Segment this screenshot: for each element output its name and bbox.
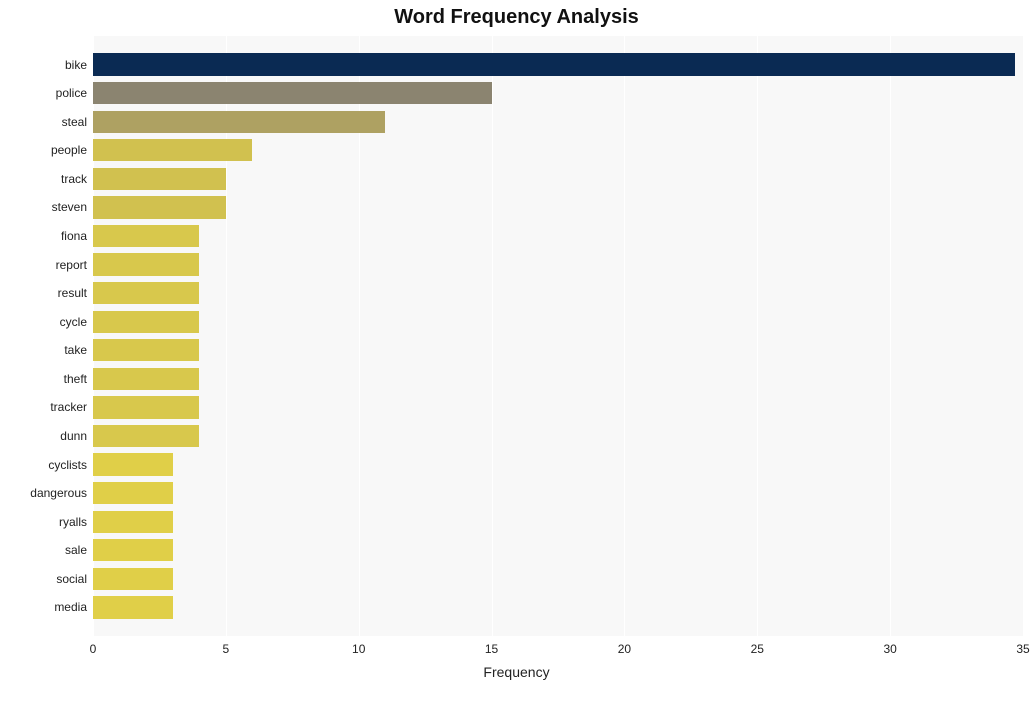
bar [93,253,199,275]
y-tick-label: bike [0,58,87,72]
bar [93,168,226,190]
bar [93,53,1015,75]
bar-row [93,225,1023,247]
x-tick-label: 20 [618,642,631,656]
y-tick-label: steal [0,115,87,129]
x-tick-label: 35 [1016,642,1029,656]
x-tick-label: 25 [751,642,764,656]
word-frequency-chart: Word Frequency Analysis Frequency 0 5 10 15… [0,0,1033,701]
y-tick-label: steven [0,200,87,214]
chart-title: Word Frequency Analysis [0,6,1033,29]
y-tick-label: take [0,343,87,357]
bar [93,596,173,618]
bar-row [93,568,1023,590]
bar [93,311,199,333]
bar-row [93,596,1023,618]
bar [93,482,173,504]
y-tick-label: sale [0,543,87,557]
bar-row [93,425,1023,447]
bar-row [93,368,1023,390]
x-tick-label: 30 [883,642,896,656]
x-tick-label: 0 [90,642,97,656]
y-tick-label: cyclists [0,458,87,472]
bar-row [93,253,1023,275]
bar-row [93,168,1023,190]
y-tick-label: report [0,258,87,272]
y-tick-label: media [0,600,87,614]
bar [93,139,252,161]
x-tick-label: 5 [223,642,230,656]
bar-row [93,396,1023,418]
bar [93,82,492,104]
y-tick-label: result [0,286,87,300]
x-axis-title: Frequency [0,664,1033,680]
y-tick-label: social [0,572,87,586]
y-tick-label: dunn [0,429,87,443]
bar [93,568,173,590]
bar [93,453,173,475]
bar-row [93,282,1023,304]
bar [93,396,199,418]
y-tick-label: track [0,172,87,186]
y-tick-label: dangerous [0,486,87,500]
y-tick-label: people [0,143,87,157]
x-tick-label: 10 [352,642,365,656]
y-tick-label: cycle [0,315,87,329]
bar-row [93,82,1023,104]
bar-row [93,511,1023,533]
bar [93,196,226,218]
bar [93,339,199,361]
bar-row [93,453,1023,475]
bar-row [93,139,1023,161]
bar-row [93,196,1023,218]
y-tick-label: tracker [0,400,87,414]
bar-row [93,539,1023,561]
y-tick-label: fiona [0,229,87,243]
bar-row [93,339,1023,361]
bar [93,368,199,390]
bar [93,111,385,133]
bar-row [93,311,1023,333]
y-tick-label: police [0,86,87,100]
bar [93,539,173,561]
bar [93,225,199,247]
bar-row [93,53,1023,75]
y-tick-label: theft [0,372,87,386]
x-tick-label: 15 [485,642,498,656]
bar [93,511,173,533]
x-gridline [1023,36,1024,636]
bar-row [93,482,1023,504]
bar-row [93,111,1023,133]
bar [93,282,199,304]
y-tick-label: ryalls [0,515,87,529]
plot-area [93,36,1023,636]
bar [93,425,199,447]
